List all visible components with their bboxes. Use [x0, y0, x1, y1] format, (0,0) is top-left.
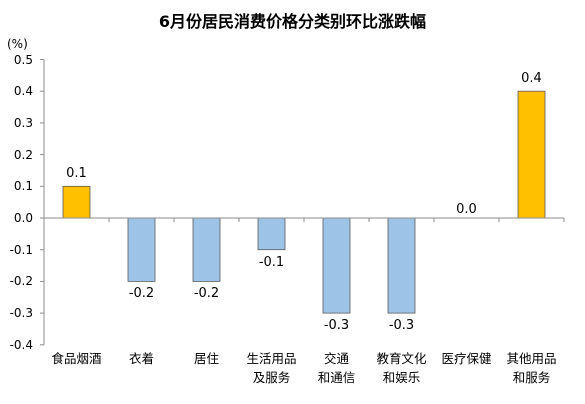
- bar-4: [322, 217, 351, 314]
- bar-0: [62, 185, 91, 219]
- y-tick-label: 0.0: [13, 211, 33, 225]
- bar-7: [517, 90, 546, 219]
- data-label: 0.0: [456, 202, 477, 217]
- bar-3: [257, 217, 286, 251]
- category-label: 交通 和通信: [317, 351, 356, 385]
- data-label: -0.3: [388, 318, 415, 334]
- data-label: -0.1: [258, 254, 285, 270]
- y-tick-label: 0.3: [13, 115, 33, 130]
- category-label: 生活用品 及服务: [246, 351, 297, 385]
- category-label: 食品烟酒: [51, 351, 102, 366]
- y-tick-label: 0.1: [13, 179, 33, 194]
- bar-1: [127, 217, 156, 282]
- y-tick-label: 0.4: [13, 84, 33, 99]
- y-tick-label: 0.2: [13, 147, 33, 162]
- category-label: 其他用品 和服务: [506, 351, 557, 385]
- y-tick-label: -0.3: [9, 306, 33, 321]
- y-tick-label: 0.5: [13, 52, 33, 67]
- y-axis-unit-label: (%): [7, 37, 28, 51]
- y-tick-label: -0.2: [9, 274, 33, 289]
- category-label: 医疗保健: [441, 351, 492, 366]
- category-label: 衣着: [128, 351, 155, 366]
- data-label: -0.2: [193, 286, 220, 302]
- bar-2: [192, 217, 221, 282]
- data-label: 0.1: [66, 166, 87, 182]
- y-tick-label: -0.1: [9, 242, 33, 257]
- data-label: -0.3: [323, 318, 350, 334]
- data-label: -0.2: [128, 286, 155, 302]
- y-tick-label: -0.4: [9, 337, 33, 352]
- chart-title: 6月份居民消费价格分类别环比涨跌幅: [158, 12, 427, 31]
- category-label: 教育文化 和娱乐: [376, 351, 427, 385]
- data-label: 0.4: [521, 71, 542, 87]
- category-label: 居住: [193, 351, 220, 366]
